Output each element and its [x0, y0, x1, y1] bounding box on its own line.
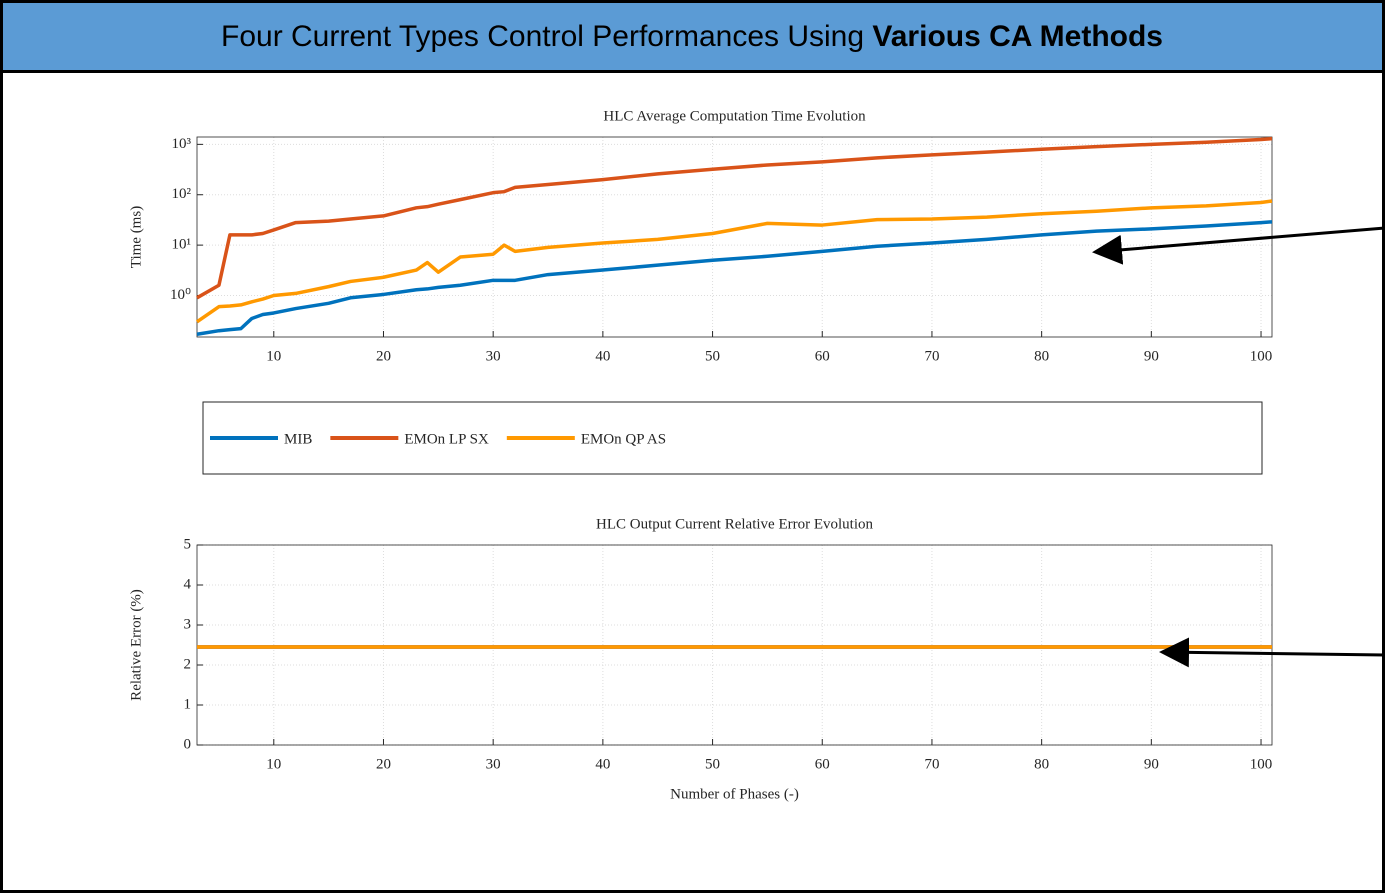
y-tick-label: 5 — [184, 536, 192, 552]
x-tick-label: 100 — [1250, 348, 1273, 364]
plot-area — [197, 545, 1272, 745]
y-tick-label: 3 — [184, 616, 192, 632]
x-tick-label: 90 — [1144, 756, 1159, 772]
x-tick-label: 30 — [486, 348, 501, 364]
x-tick-label: 60 — [815, 756, 830, 772]
legend-label: MIB — [284, 431, 312, 447]
x-tick-label: 100 — [1250, 756, 1273, 772]
x-tick-label: 80 — [1034, 348, 1049, 364]
x-tick-label: 90 — [1144, 348, 1159, 364]
x-tick-label: 50 — [705, 756, 720, 772]
x-tick-label: 10 — [266, 756, 281, 772]
header-bar — [0, 0, 1385, 73]
header-title: Four Current Types Control Performances … — [221, 20, 1163, 53]
x-tick-label: 20 — [376, 756, 391, 772]
x-tick-label: 30 — [486, 756, 501, 772]
y-tick-label: 4 — [184, 576, 192, 592]
y-tick-label: 10³ — [172, 136, 192, 152]
x-tick-label: 40 — [595, 756, 610, 772]
chart-title: HLC Average Computation Time Evolution — [603, 108, 866, 124]
x-tick-label: 70 — [924, 348, 939, 364]
x-tick-label: 80 — [1034, 756, 1049, 772]
x-tick-label: 60 — [815, 348, 830, 364]
x-tick-label: 50 — [705, 348, 720, 364]
legend-label: EMOn QP AS — [581, 431, 666, 447]
legend-label: EMOn LP SX — [404, 431, 489, 447]
y-tick-label: 1 — [184, 696, 192, 712]
header-title-plain: Four Current Types Control Performances … — [221, 20, 864, 53]
y-tick-label: 0 — [184, 736, 192, 752]
y-axis-label: Time (ms) — [128, 206, 144, 268]
x-tick-label: 70 — [924, 756, 939, 772]
y-tick-label: 10² — [172, 186, 192, 202]
x-tick-label: 10 — [266, 348, 281, 364]
x-axis-label: Number of Phases (-) — [670, 786, 799, 802]
y-tick-label: 10⁰ — [170, 287, 191, 303]
y-tick-label: 2 — [184, 656, 192, 672]
chart-title: HLC Output Current Relative Error Evolut… — [596, 516, 874, 532]
arrow — [1159, 637, 1385, 668]
series-line — [196, 220, 1273, 336]
series-line — [196, 199, 1273, 324]
axes-frame — [196, 544, 1273, 746]
header-title-bold: Various CA Methods — [872, 20, 1163, 53]
x-tick-label: 40 — [595, 348, 610, 364]
legend: MIB EMOn LP SX EMOn QP AS — [210, 431, 666, 447]
x-tick-label: 20 — [376, 348, 391, 364]
y-axis-label: Relative Error (%) — [128, 589, 144, 701]
y-tick-label: 10¹ — [172, 237, 192, 253]
arrow — [1092, 226, 1385, 265]
series-line — [196, 136, 1273, 300]
